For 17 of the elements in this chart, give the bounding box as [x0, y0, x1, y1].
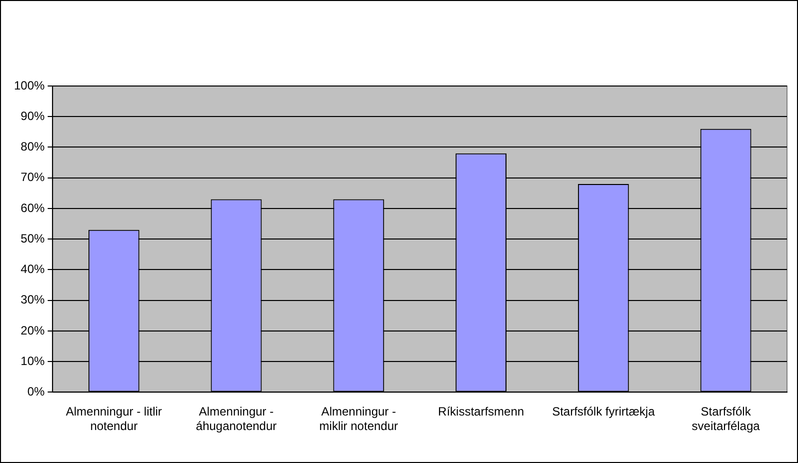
x-tick-label: Almenningur - miklir notendur — [319, 404, 398, 434]
y-tick-label: 90% — [20, 108, 46, 123]
x-tick-label: Ríkisstarfsmenn — [438, 404, 524, 419]
y-tick-label: 0% — [27, 384, 46, 399]
y-tick-label: 70% — [20, 170, 46, 184]
y-tick-label: 20% — [20, 323, 46, 338]
y-tick-label: 30% — [20, 292, 46, 307]
x-tick-label: Starfsfólk fyrirtækja — [552, 404, 656, 419]
x-tick-label: Almenningur - áhuganotendur — [196, 404, 277, 434]
y-tick-label: 10% — [20, 354, 46, 368]
y-tick-label: 60% — [20, 200, 46, 215]
x-tick-label: Starfsfólk sveitarfélaga — [692, 404, 760, 434]
y-tick-label: 100% — [14, 78, 46, 92]
x-tick-label: Almenningur - litlir notendur — [66, 404, 162, 434]
y-tick-label: 50% — [20, 231, 46, 246]
y-tick-label: 80% — [20, 140, 46, 154]
y-tick-label: 40% — [20, 262, 46, 276]
